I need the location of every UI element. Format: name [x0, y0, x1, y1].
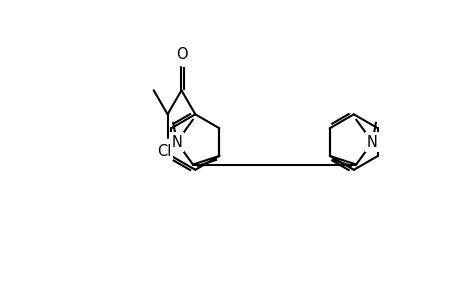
- Text: N: N: [366, 135, 377, 150]
- Text: Cl: Cl: [157, 144, 171, 159]
- Text: O: O: [175, 47, 187, 62]
- Text: N: N: [171, 135, 182, 150]
